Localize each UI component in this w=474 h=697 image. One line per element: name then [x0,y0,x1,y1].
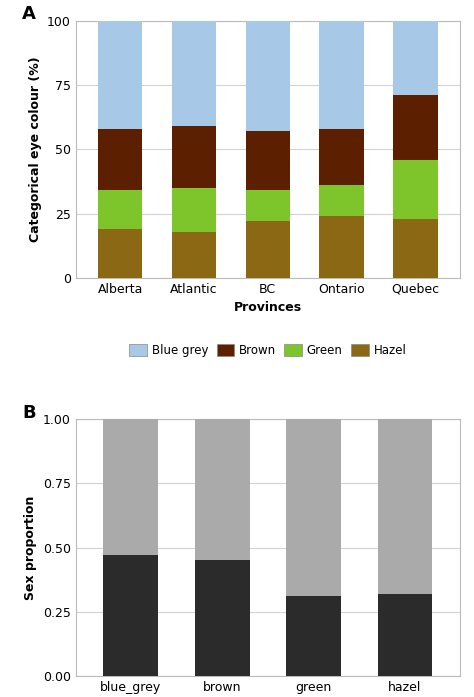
Y-axis label: Sex proportion: Sex proportion [25,496,37,600]
Bar [246,132,290,190]
Text: B: B [22,404,36,422]
Bar [286,419,341,597]
Bar [172,21,216,126]
Bar [246,21,290,132]
Bar [393,160,438,219]
Bar [393,95,438,160]
Bar [319,129,364,185]
Bar [98,229,142,278]
Bar [393,21,438,95]
Bar [319,216,364,278]
Bar [98,190,142,229]
Bar [195,560,249,676]
Y-axis label: Categorical eye colour (%): Categorical eye colour (%) [28,56,42,242]
Bar [377,419,432,594]
Legend: Blue grey, Brown, Green, Hazel: Blue grey, Brown, Green, Hazel [126,340,410,360]
Bar [172,188,216,231]
Bar [172,231,216,278]
X-axis label: Provinces: Provinces [234,301,302,314]
Bar [393,219,438,278]
Bar [103,419,158,556]
Bar [98,21,142,129]
Bar [319,185,364,216]
Bar [377,594,432,676]
Bar [246,190,290,222]
Bar [103,556,158,676]
Bar [98,129,142,190]
Bar [195,419,249,560]
Text: A: A [22,6,36,24]
Bar [286,597,341,676]
Bar [319,21,364,129]
Bar [172,126,216,188]
Bar [246,222,290,278]
